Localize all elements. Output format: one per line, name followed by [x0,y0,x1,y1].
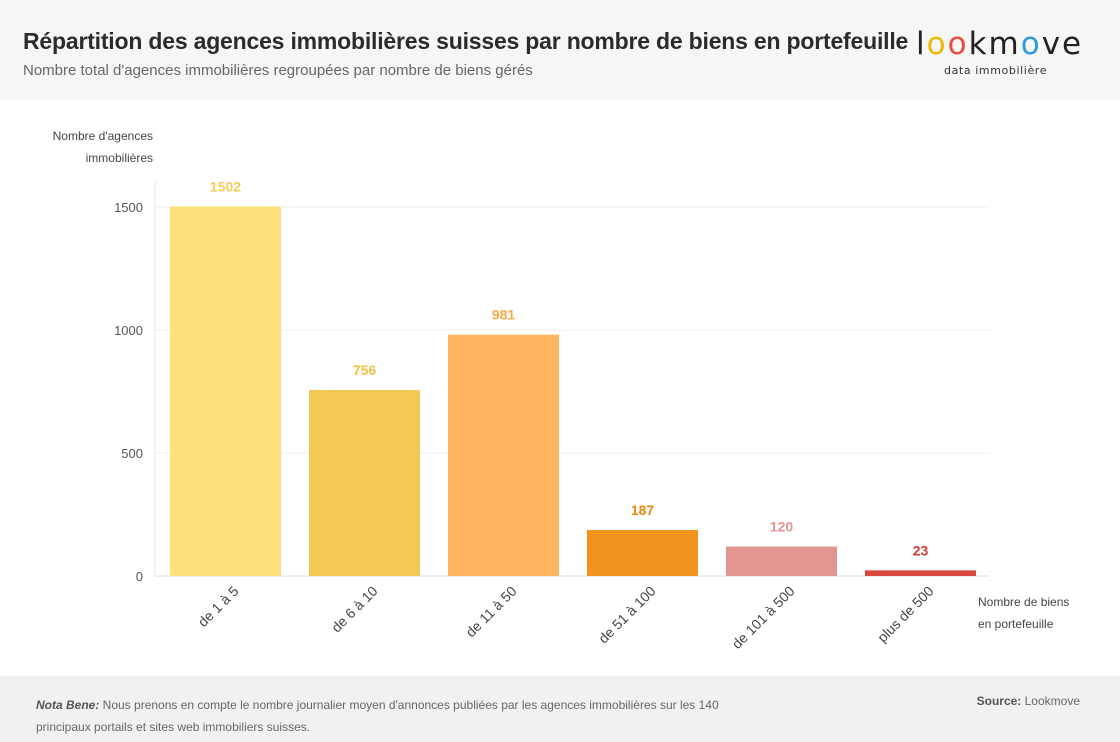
y-tick-label: 1500 [114,200,143,215]
y-axis-label: Nombre d'agences [53,129,153,143]
bar [865,570,976,576]
bar-chart: 0 500 1000 1500 Nombre d'agences immobilières… [53,129,1070,652]
bar [726,546,837,576]
footer: Nota Bene: Nous prenons en compte le nom… [0,676,1120,742]
x-axis-label: Nombre de biens [978,595,1069,609]
logo-letter: o [926,26,948,62]
x-tick-label: de 101 à 500 [729,583,798,652]
x-tick-label: de 11 à 50 [462,583,520,641]
logo-letter: k [968,26,989,62]
source-value: Lookmove [1021,694,1080,708]
bar [587,529,698,576]
source-label: Source: [976,694,1022,708]
data-label: 120 [770,518,794,534]
data-label: 756 [353,362,377,378]
logo-letter: e [1062,26,1084,62]
nota-bene-text: Nous prenons en compte le nombre journal… [36,698,719,734]
logo-letter: l [916,26,927,62]
data-label: 23 [913,542,929,558]
lookmove-logo[interactable]: lookmove data immobilière [912,26,1087,78]
data-label: 981 [492,307,516,323]
data-label: 187 [631,502,655,518]
x-tick-label: de 1 à 5 [195,583,242,630]
nota-bene: Nota Bene: Nous prenons en compte le nom… [36,694,736,738]
x-tick-label: de 6 à 10 [328,583,381,636]
y-axis-label: immobilières [86,151,153,165]
x-axis-label: en portefeuille [978,617,1054,631]
page-title: Répartition des agences immobilières sui… [23,28,909,54]
logo-wordmark: lookmove [916,26,1083,62]
chart-area: 0 500 1000 1500 Nombre d'agences immobilières… [0,100,1120,676]
y-tick-label: 0 [136,569,143,584]
bar [448,334,559,576]
y-tick-label: 1000 [114,323,143,338]
y-tick-label: 500 [121,446,143,461]
x-tick-label: plus de 500 [874,583,937,646]
data-label: 1502 [210,179,241,195]
logo-letter: m [988,26,1021,62]
bar [309,390,420,576]
header: Répartition des agences immobilières sui… [0,0,1120,100]
logo-letter: v [1041,26,1063,62]
logo-tagline: data immobilière [944,64,1048,77]
logo-letter: o [1020,26,1042,62]
page-subtitle: Nombre total d'agences immobilières regr… [23,62,533,79]
logo-letter: o [947,26,969,62]
nota-bene-label: Nota Bene: [36,698,100,712]
source-credit: Source: Lookmove [977,694,1080,708]
x-tick-label: de 51 à 100 [595,583,659,647]
bar [170,206,281,576]
